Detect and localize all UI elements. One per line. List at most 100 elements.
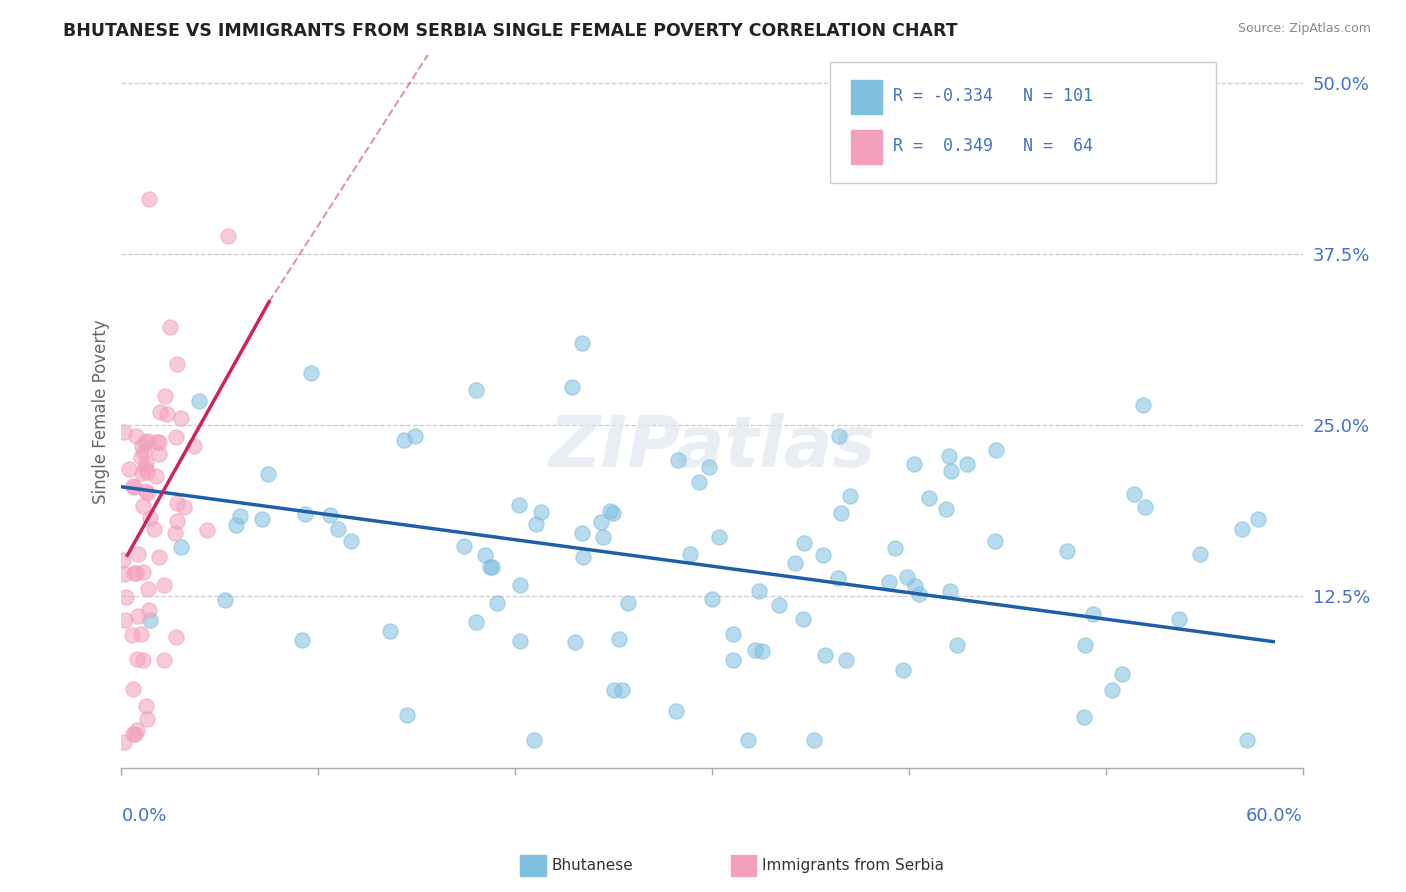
Point: [114, 590, 136, 604]
Point: [166, 514, 188, 528]
Point: [138, 614, 160, 628]
Point: [1122, 486, 1144, 500]
Point: [617, 596, 640, 610]
Point: [896, 570, 918, 584]
Text: R = -0.334   N = 101: R = -0.334 N = 101: [893, 87, 1092, 105]
Point: [509, 578, 531, 592]
Point: [138, 192, 160, 206]
Point: [1007, 164, 1029, 178]
Point: [122, 727, 145, 741]
Point: [945, 638, 967, 652]
Point: [803, 733, 825, 747]
Point: [849, 164, 872, 178]
Point: [228, 509, 250, 524]
Point: [464, 383, 486, 397]
Point: [474, 549, 496, 563]
Point: [145, 469, 167, 483]
Point: [792, 612, 814, 626]
Point: [827, 571, 849, 585]
Point: [132, 445, 155, 459]
Point: [1101, 682, 1123, 697]
Point: [1135, 500, 1157, 515]
Point: [299, 366, 322, 380]
Point: [1073, 710, 1095, 724]
Point: [125, 566, 148, 581]
Point: [148, 447, 170, 461]
Point: [153, 652, 176, 666]
Text: 60.0%: 60.0%: [1246, 807, 1303, 825]
Point: [599, 504, 621, 518]
Point: [828, 429, 851, 443]
Point: [217, 228, 239, 243]
Point: [748, 584, 770, 599]
Point: [814, 648, 837, 662]
Point: [571, 526, 593, 541]
Point: [187, 394, 209, 409]
Point: [166, 357, 188, 371]
Point: [1111, 667, 1133, 681]
Point: [612, 683, 634, 698]
Point: [508, 498, 530, 512]
Point: [830, 507, 852, 521]
Point: [723, 653, 745, 667]
Point: [378, 624, 401, 639]
Point: [721, 627, 744, 641]
Point: [148, 549, 170, 564]
Point: [984, 442, 1007, 457]
Text: R =  0.349   N =  64: R = 0.349 N = 64: [893, 137, 1092, 155]
Point: [135, 712, 157, 726]
Text: Bhutanese: Bhutanese: [551, 858, 633, 872]
Point: [125, 651, 148, 665]
Point: [404, 429, 426, 443]
Point: [1132, 398, 1154, 412]
Point: [744, 643, 766, 657]
Point: [1236, 733, 1258, 747]
Point: [340, 534, 363, 549]
Point: [983, 533, 1005, 548]
Point: [1230, 522, 1253, 536]
Point: [592, 530, 614, 544]
Point: [129, 450, 152, 464]
Point: [112, 425, 135, 439]
Point: [114, 613, 136, 627]
Point: [907, 587, 929, 601]
Point: [135, 698, 157, 713]
Point: [1074, 638, 1097, 652]
Point: [225, 517, 247, 532]
Point: [751, 644, 773, 658]
Point: [607, 632, 630, 647]
Point: [195, 523, 218, 537]
Point: [138, 603, 160, 617]
Point: [572, 550, 595, 565]
Point: [135, 457, 157, 471]
Point: [294, 508, 316, 522]
Point: [530, 504, 553, 518]
Point: [121, 628, 143, 642]
Point: [136, 485, 159, 500]
Point: [479, 559, 502, 574]
Point: [112, 553, 135, 567]
Point: [125, 429, 148, 443]
Point: [956, 457, 979, 471]
Point: [112, 566, 135, 581]
Point: [509, 634, 531, 648]
Point: [1167, 612, 1189, 626]
Y-axis label: Single Female Poverty: Single Female Poverty: [93, 319, 110, 504]
Point: [166, 496, 188, 510]
Point: [589, 515, 612, 529]
Point: [1247, 512, 1270, 526]
Point: [112, 735, 135, 749]
Point: [709, 530, 731, 544]
Point: [149, 405, 172, 419]
Point: [603, 682, 626, 697]
Text: Immigrants from Serbia: Immigrants from Serbia: [762, 858, 943, 872]
Text: 0.0%: 0.0%: [121, 807, 167, 825]
Point: [941, 464, 963, 478]
Point: [159, 320, 181, 334]
Point: [122, 566, 145, 581]
Point: [396, 707, 419, 722]
Point: [665, 704, 688, 718]
Point: [131, 439, 153, 453]
Point: [485, 596, 508, 610]
Point: [132, 500, 155, 514]
